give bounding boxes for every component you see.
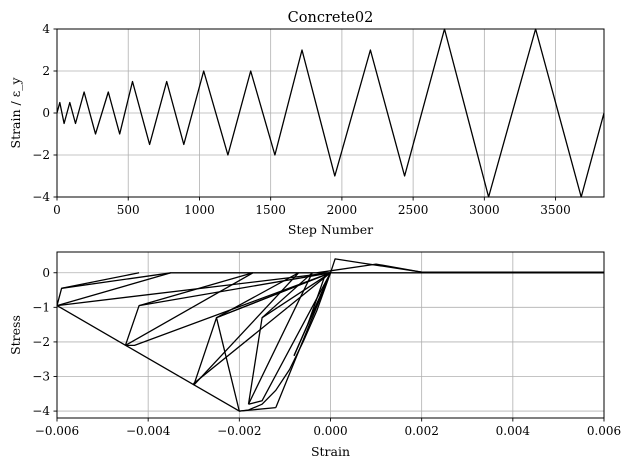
- hysteresis-cycle: [247, 272, 313, 405]
- x-tick-label: 0.002: [404, 424, 438, 438]
- hysteresis-cycle: [216, 272, 299, 319]
- strain-history-ylabel: Strain / ε_y: [8, 77, 23, 149]
- y-tick-label: −4: [32, 190, 50, 204]
- x-tick-label: −0.002: [217, 424, 261, 438]
- hysteresis-cycle: [125, 272, 331, 347]
- strain-history-frame: [56, 28, 605, 198]
- y-tick-label: −4: [32, 404, 50, 418]
- x-tick-label: 3000: [469, 203, 500, 217]
- x-tick-label: 0.004: [496, 424, 531, 438]
- strain-history-xlabel: Step Number: [288, 222, 373, 237]
- stress-strain-frame: [56, 251, 605, 419]
- y-tick-label: 0: [42, 266, 50, 280]
- y-tick-label: −2: [32, 335, 50, 349]
- strain-history-title: Concrete02: [288, 10, 374, 26]
- hysteresis-cycle: [138, 272, 254, 307]
- hysteresis-cycle: [61, 272, 140, 289]
- x-tick-label: 0.006: [587, 424, 621, 438]
- hysteresis-cycle: [125, 272, 254, 346]
- tension-branch: [329, 258, 604, 274]
- descending-branch: [56, 305, 240, 412]
- y-tick-label: 0: [42, 106, 50, 120]
- strain-history-ticks: 0 500 1000 1500 2000 2500 3000 3500 −4 −2 0 2 4: [32, 22, 571, 217]
- x-tick-label: −0.006: [35, 424, 79, 438]
- hysteresis-cycle: [316, 263, 422, 274]
- y-tick-label: −3: [32, 370, 50, 384]
- stress-strain-series: [56, 258, 604, 412]
- x-tick-label: 2500: [398, 203, 429, 217]
- stress-strain-xlabel: Strain: [311, 444, 350, 459]
- stress-strain-ylabel: Stress: [8, 315, 23, 355]
- stress-strain-axes: −0.006 −0.004 −0.002 0.000 0.002 0.004 0.006 −4…: [8, 251, 621, 459]
- hysteresis-cycle: [56, 272, 172, 307]
- x-tick-label: 500: [117, 203, 140, 217]
- hysteresis-cycle: [247, 272, 332, 408]
- y-tick-label: −1: [32, 300, 50, 314]
- envelope-curve: [239, 272, 332, 412]
- hysteresis-cycle: [193, 272, 300, 386]
- hysteresis-cycle: [248, 272, 332, 405]
- y-tick-label: 2: [42, 64, 50, 78]
- hysteresis-cycle: [193, 272, 331, 386]
- strain-history-series: [56, 28, 605, 198]
- strain-history-axes: 0 500 1000 1500 2000 2500 3000 3500 −4 −2 0 2 4 Conc…: [8, 10, 605, 237]
- x-tick-label: 0.000: [313, 424, 347, 438]
- y-tick-label: −2: [32, 148, 50, 162]
- x-tick-label: 1000: [184, 203, 215, 217]
- strain-history-line: [56, 28, 605, 198]
- x-tick-label: −0.004: [126, 424, 171, 438]
- stress-strain-ticks: −0.006 −0.004 −0.002 0.000 0.002 0.004 0.006 −4…: [32, 266, 621, 438]
- hysteresis-cycle: [307, 272, 327, 325]
- x-tick-label: 0: [53, 203, 61, 217]
- y-tick-label: 4: [42, 22, 50, 36]
- x-tick-label: 2000: [327, 203, 358, 217]
- hysteresis-cycle: [261, 272, 313, 319]
- strain-history-grid: [56, 28, 604, 198]
- x-tick-label: 1500: [255, 203, 286, 217]
- x-tick-label: 3500: [540, 203, 571, 217]
